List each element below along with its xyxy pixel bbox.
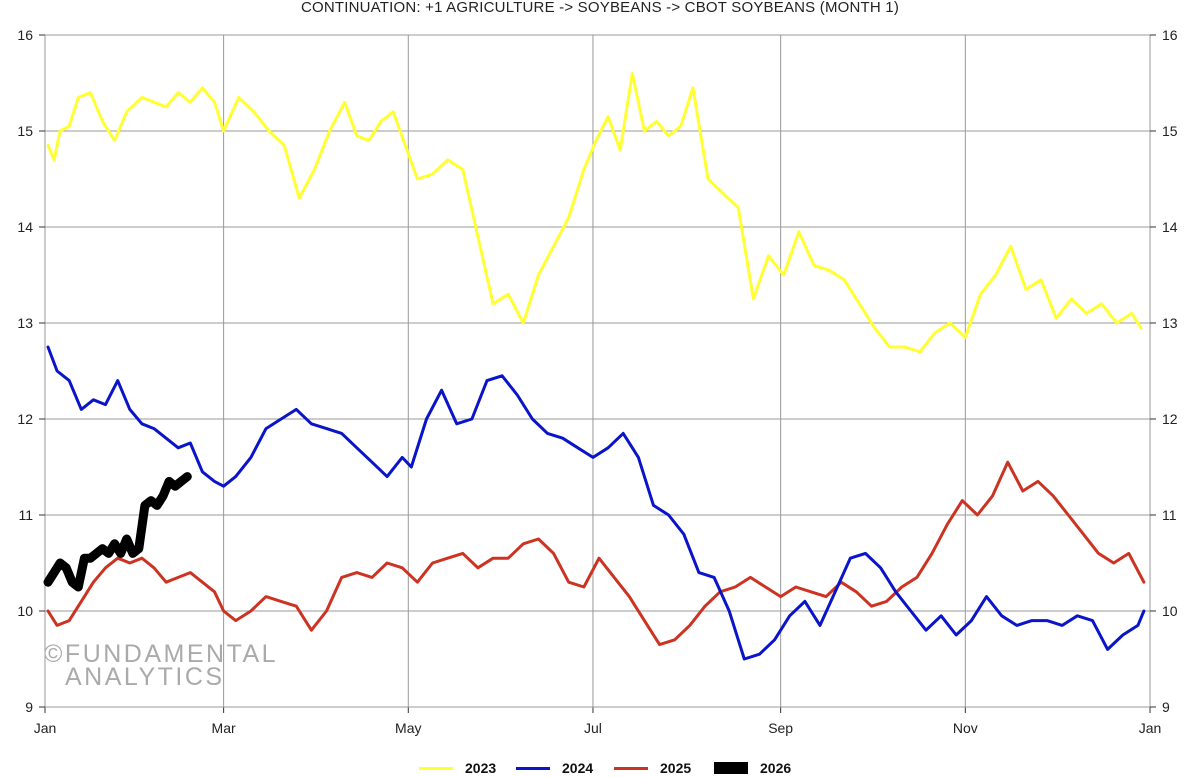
chart-title: CONTINUATION: +1 AGRICULTURE -> SOYBEANS… <box>300 0 900 16</box>
series-line-2026 <box>43 472 192 592</box>
y-tick-label-right: 12 <box>1162 411 1178 427</box>
y-tick-label-left: 15 <box>17 123 33 139</box>
legend-item-2026: 2026 <box>714 759 791 777</box>
x-tick-label: Jan <box>34 720 57 736</box>
x-tick-label: Jul <box>584 720 602 736</box>
legend-item-2023: 2023 <box>419 759 496 777</box>
legend-item-2024: 2024 <box>516 759 593 777</box>
y-tick-label-left: 11 <box>18 507 33 523</box>
x-tick-label: Mar <box>212 720 236 736</box>
legend-label-2025: 2025 <box>660 760 692 776</box>
legend-label-2024: 2024 <box>562 760 594 776</box>
y-tick-label-left: 16 <box>17 27 33 43</box>
x-tick-label: Sep <box>768 720 793 736</box>
series-line-2023 <box>46 71 1143 354</box>
y-tick-label-right: 11 <box>1162 507 1177 523</box>
legend-label-2023: 2023 <box>465 760 497 776</box>
y-tick-label-left: 9 <box>25 699 33 715</box>
y-tick-label-left: 13 <box>17 315 33 331</box>
y-tick-label-right: 15 <box>1162 123 1178 139</box>
chart-legend: 2023 2024 2025 2026 <box>0 759 1200 777</box>
y-tick-label-right: 16 <box>1162 27 1178 43</box>
y-tick-label-left: 12 <box>17 411 33 427</box>
y-tick-label-left: 14 <box>17 219 33 235</box>
y-tick-label-right: 14 <box>1162 219 1178 235</box>
legend-swatch-2026 <box>714 762 748 774</box>
y-tick-label-left: 10 <box>17 603 33 619</box>
watermark: ©FUNDAMENTAL ANALYTICS <box>44 640 279 691</box>
y-tick-label-right: 13 <box>1162 315 1178 331</box>
watermark-line-1: ©FUNDAMENTAL <box>44 640 279 668</box>
x-tick-label: Jan <box>1139 720 1162 736</box>
watermark-line-2: ANALYTICS <box>65 663 225 691</box>
legend-swatch-2025 <box>614 766 648 770</box>
legend-swatch-2023 <box>419 766 453 770</box>
legend-item-2025: 2025 <box>614 759 691 777</box>
legend-swatch-2024 <box>516 766 550 770</box>
x-tick-label: Nov <box>953 720 978 736</box>
series-line-2024 <box>46 345 1146 661</box>
series-line-2025 <box>46 460 1146 647</box>
legend-label-2026: 2026 <box>760 760 792 776</box>
y-tick-label-right: 9 <box>1162 699 1170 715</box>
y-tick-label-right: 10 <box>1162 603 1178 619</box>
x-tick-label: May <box>395 720 421 736</box>
